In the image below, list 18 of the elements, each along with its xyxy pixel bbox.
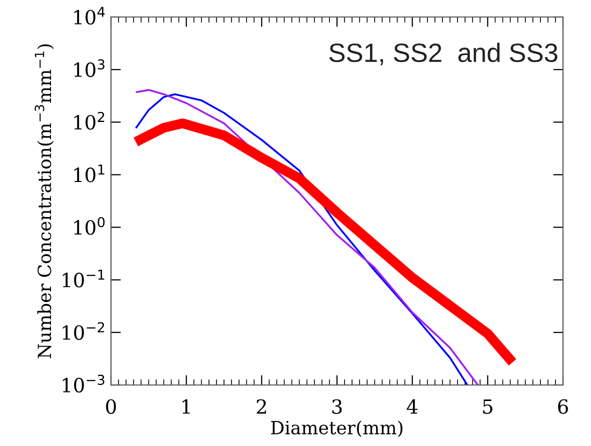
y-tick-label: 10$^{−2}$	[62, 322, 104, 340]
x-tick-label: 4	[406, 399, 418, 414]
x-tick-label: 2	[256, 399, 266, 414]
y-axis-title: Number Concentration(m$^{−3}$mm$^{−1}$)	[34, 44, 54, 358]
x-tick-label: 1	[182, 399, 190, 414]
x-tick-label: 3	[332, 399, 342, 414]
y-tick-label: 10$^{−1}$	[62, 270, 104, 288]
y-tick-label: 10$^{1}$	[74, 164, 104, 182]
x-axis-title: Diameter(mm)	[271, 420, 402, 438]
y-tick-label: 10$^{0}$	[74, 216, 105, 235]
y-tick-label: 10$^{3}$	[74, 59, 104, 78]
x-tick-label: 0	[106, 399, 116, 414]
annotation: SS1, SS2 and SS3	[329, 42, 558, 66]
y-tick-label: 10$^{4}$	[74, 6, 105, 25]
y-tick-label: 10$^{−3}$	[62, 374, 104, 393]
y-tick-label: 10$^{2}$	[74, 112, 104, 130]
x-tick-label: 5	[483, 399, 492, 414]
x-tick-label: 6	[558, 399, 568, 414]
